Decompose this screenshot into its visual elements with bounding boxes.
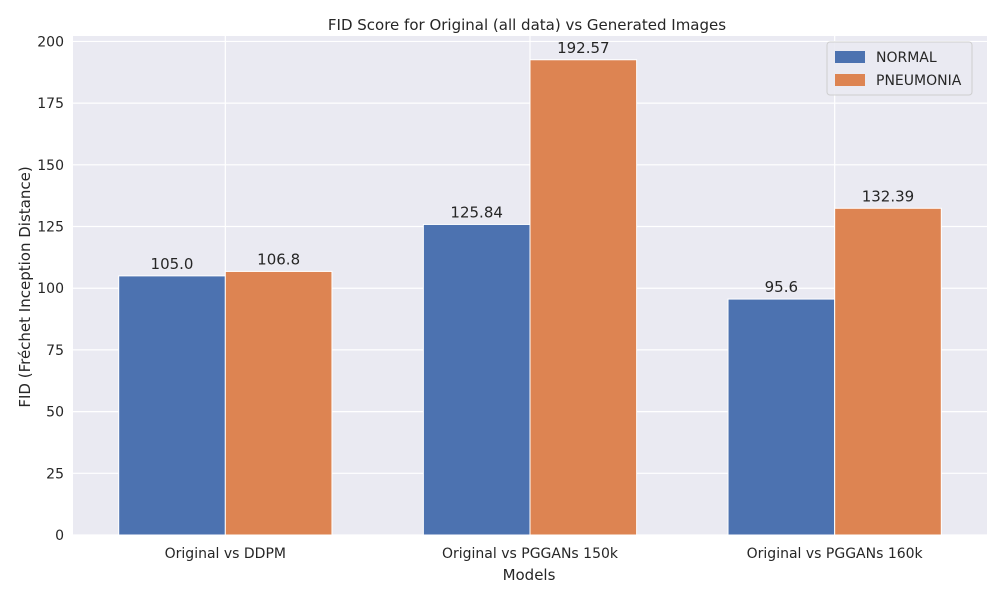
legend-label-pneumonia: PNEUMONIA <box>876 73 962 89</box>
bar-normal-0 <box>118 275 226 536</box>
chart-title: FID Score for Original (all data) vs Gen… <box>328 16 726 34</box>
y-tick-label: 200 <box>37 34 64 50</box>
y-tick-label: 175 <box>37 96 64 112</box>
bar-normal-2 <box>727 298 836 536</box>
y-tick-label: 100 <box>37 281 64 297</box>
bar-pneumonia-0 <box>224 270 333 536</box>
bar-value-label: 125.84 <box>450 203 503 221</box>
x-tick-label: Original vs DDPM <box>165 546 286 562</box>
bar-normal-1 <box>422 223 531 536</box>
bar-value-label: 95.6 <box>765 278 798 296</box>
y-axis-ticks: 0 25 50 75 100 125 150 175 200 <box>37 34 64 544</box>
y-tick-label: 0 <box>55 528 64 544</box>
bar-pneumonia-1 <box>529 59 638 536</box>
x-tick-label: Original vs PGGANs 150k <box>442 546 619 562</box>
legend-swatch-pneumonia <box>835 74 865 86</box>
bar-value-label: 105.0 <box>151 255 194 273</box>
y-axis-label: FID (Fréchet Inception Distance) <box>16 166 34 407</box>
y-tick-label: 75 <box>46 343 64 359</box>
bar-value-label: 106.8 <box>257 250 300 268</box>
bar-value-label: 192.57 <box>557 39 610 57</box>
bar-value-label: 132.39 <box>862 187 915 205</box>
x-tick-label: Original vs PGGANs 160k <box>747 546 924 562</box>
legend-label-normal: NORMAL <box>876 50 937 66</box>
y-tick-label: 50 <box>46 405 64 421</box>
y-tick-label: 150 <box>37 158 64 174</box>
bars <box>118 59 942 536</box>
legend: NORMAL PNEUMONIA <box>826 41 973 96</box>
y-tick-label: 25 <box>46 466 64 482</box>
legend-swatch-normal <box>835 51 865 63</box>
x-axis-label: Models <box>503 566 556 584</box>
y-tick-label: 125 <box>37 220 64 236</box>
bar-pneumonia-2 <box>834 207 942 536</box>
bar-value-labels: 105.0 125.84 95.6 106.8 192.57 132.39 <box>151 39 915 296</box>
x-axis-ticks: Original vs DDPM Original vs PGGANs 150k O… <box>165 546 924 562</box>
